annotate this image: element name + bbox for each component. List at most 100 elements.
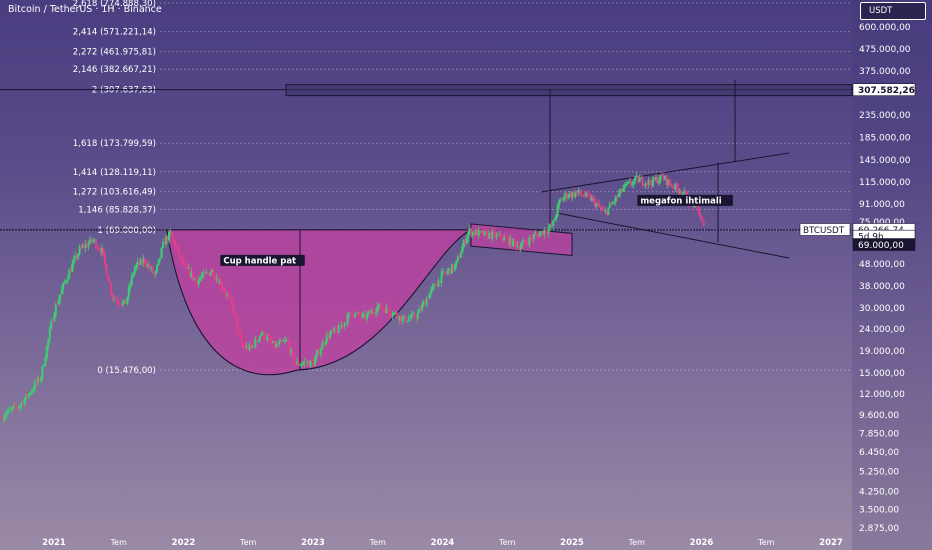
candle-body xyxy=(230,298,233,304)
candle-body xyxy=(224,291,227,295)
candle-body xyxy=(65,280,68,282)
fib-level-label: 1,146 (85.828,37) xyxy=(78,205,156,215)
candle-body xyxy=(386,307,389,311)
candle-body xyxy=(400,315,403,322)
candle-body xyxy=(66,278,69,281)
price-label-countdown: 5d 9h xyxy=(858,233,884,243)
target-zone xyxy=(285,84,853,97)
candle-body xyxy=(209,272,212,276)
candle-body xyxy=(38,376,41,381)
fib-level-label: 2 (307.637,63) xyxy=(92,86,156,96)
candle-body xyxy=(111,293,114,299)
candle-body xyxy=(190,271,193,277)
candle-body xyxy=(287,340,290,344)
candle-body xyxy=(288,343,291,353)
candle-body xyxy=(48,328,51,339)
candle-body xyxy=(421,304,424,311)
x-tick-label: Tem xyxy=(369,538,386,547)
candle-body xyxy=(701,219,704,222)
candle-body xyxy=(628,181,631,183)
candle-body xyxy=(404,315,407,322)
candle-body xyxy=(7,409,10,413)
price-label-level: 69.000,00 xyxy=(858,241,904,251)
candle-body xyxy=(634,176,637,181)
candle-body xyxy=(167,232,170,241)
candle-body xyxy=(388,310,391,314)
candle-body xyxy=(437,280,440,287)
candle-body xyxy=(235,312,238,320)
candle-body xyxy=(559,199,562,201)
candle-body xyxy=(26,394,29,397)
candle-body xyxy=(69,269,72,272)
candle-body xyxy=(263,331,266,340)
candle-body xyxy=(114,297,117,300)
candle-body xyxy=(17,407,20,409)
candle-body xyxy=(126,297,129,305)
candle-body xyxy=(464,239,467,244)
candle-body xyxy=(239,331,242,338)
candle-body xyxy=(360,315,363,318)
fib-level-label: 1,618 (173.799,59) xyxy=(73,139,156,149)
candle-body xyxy=(297,361,300,366)
candle-body xyxy=(99,249,102,254)
candle-body xyxy=(407,318,410,322)
x-tick-label: Tem xyxy=(628,538,645,547)
candle-body xyxy=(251,345,254,348)
candle-body xyxy=(512,238,515,246)
candle-body xyxy=(394,312,397,314)
candle-body xyxy=(345,322,348,324)
candle-body xyxy=(647,180,650,185)
candle-body xyxy=(410,313,413,318)
candle-body xyxy=(25,394,28,400)
candle-body xyxy=(531,238,534,240)
x-tick-label: Tem xyxy=(498,538,515,547)
candle-body xyxy=(587,193,590,196)
candle-body xyxy=(601,208,604,210)
candle-body xyxy=(163,241,166,245)
candle-body xyxy=(482,230,485,236)
price-label-bg xyxy=(852,83,916,96)
candle-body xyxy=(188,267,191,277)
candle-body xyxy=(51,321,54,323)
candle-body xyxy=(649,180,652,184)
y-tick-label: 145.000,00 xyxy=(859,156,911,166)
candle-body xyxy=(90,238,93,242)
candle-body xyxy=(352,316,355,318)
candle-body xyxy=(145,263,148,267)
candle-body xyxy=(173,240,176,247)
candle-body xyxy=(200,276,203,279)
candle-body xyxy=(249,344,252,348)
candle-body xyxy=(179,256,182,258)
candle-body xyxy=(86,244,89,247)
candle-body xyxy=(395,312,398,317)
price-label-target: 307.582,26 xyxy=(858,86,915,96)
candle-body xyxy=(622,188,625,192)
x-tick-label: 2023 xyxy=(301,538,325,548)
candle-body xyxy=(556,204,559,216)
currency-button[interactable]: USDT xyxy=(860,2,926,20)
candle-body xyxy=(1,415,4,421)
candle-body xyxy=(266,336,269,341)
candle-body xyxy=(580,193,583,196)
candle-body xyxy=(28,393,31,397)
y-tick-label: 91.000,00 xyxy=(859,200,905,210)
candle-body xyxy=(567,196,570,199)
candle-body xyxy=(339,324,342,328)
candle-body xyxy=(217,277,220,284)
candle-body xyxy=(683,190,686,193)
candle-body xyxy=(300,364,303,366)
candle-body xyxy=(321,342,324,350)
candle-body xyxy=(614,196,617,202)
candle-body xyxy=(136,262,139,266)
candle-body xyxy=(220,280,223,287)
candle-body xyxy=(657,180,660,184)
candle-body xyxy=(599,207,602,209)
candle-body xyxy=(546,232,549,234)
candle-body xyxy=(646,183,649,185)
candle-body xyxy=(626,182,629,184)
candle-body xyxy=(123,300,126,303)
candle-body xyxy=(497,234,500,236)
y-tick-label: 6.450,00 xyxy=(859,448,899,458)
